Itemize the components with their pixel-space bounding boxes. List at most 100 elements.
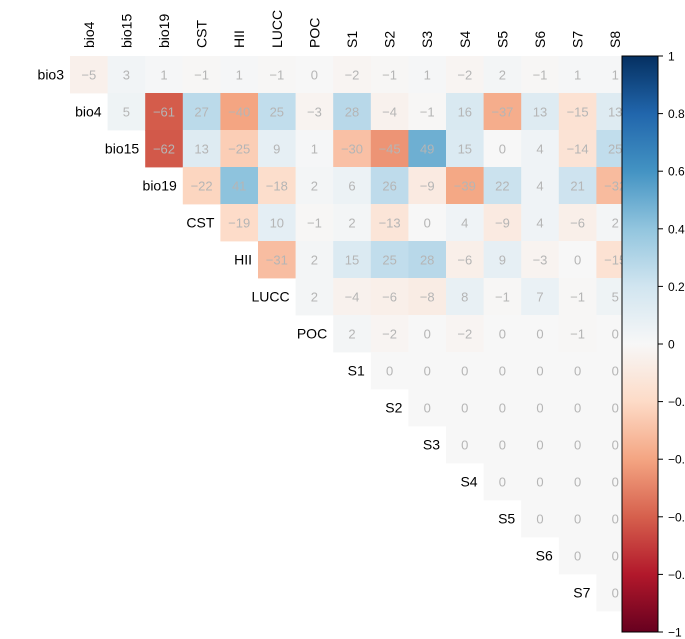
cell-s1-s5: [483, 352, 522, 390]
heatmap-cells: [70, 56, 635, 612]
cell-value-lucc-s5: −1: [495, 290, 510, 305]
cell-value-hii-poc: 2: [311, 253, 318, 268]
cell-s1-s2: [370, 352, 409, 390]
cell-value-hii-s6: −3: [533, 253, 548, 268]
cell-hii-poc: [295, 241, 334, 279]
cell-bio4-bio19: [145, 93, 184, 131]
colorbar-tick-label: 0.6: [668, 165, 685, 179]
cell-bio3-s3: [408, 56, 447, 94]
cell-value-s2-s5: 0: [499, 401, 506, 416]
cell-poc-s6: [521, 315, 560, 353]
cell-value-s2-s7: 0: [574, 401, 581, 416]
row-label-s3: S3: [423, 437, 440, 453]
cell-value-bio19-s8: −32: [604, 179, 626, 194]
cell-s1-s3: [408, 352, 447, 390]
cell-value-cst-s7: −6: [570, 216, 585, 231]
cell-value-bio15-bio19: −62: [153, 142, 175, 157]
colorbar-tick-label: 0.8: [668, 107, 685, 121]
cell-value-lucc-s2: −6: [382, 290, 397, 305]
cell-bio4-s6: [521, 93, 560, 131]
row-label-cst: CST: [186, 215, 214, 231]
cell-value-bio15-s5: 0: [499, 142, 506, 157]
cell-bio3-s1: [333, 56, 372, 94]
cell-value-cst-lucc: 10: [270, 216, 284, 231]
cell-bio15-cst: [182, 130, 221, 168]
cell-value-bio3-poc: 0: [311, 68, 318, 83]
cell-bio15-s1: [333, 130, 372, 168]
cell-value-hii-s4: −6: [457, 253, 472, 268]
cell-value-s6-s7: 0: [574, 549, 581, 564]
cell-bio4-cst: [182, 93, 221, 131]
column-label-s5: S5: [494, 31, 510, 48]
cell-value-s3-s5: 0: [499, 438, 506, 453]
cell-hii-s5: [483, 241, 522, 279]
row-label-bio19: bio19: [143, 178, 177, 194]
cell-lucc-s6: [521, 278, 560, 316]
cell-value-poc-s7: −1: [570, 327, 585, 342]
cell-value-bio3-s2: −1: [382, 68, 397, 83]
cell-bio15-s6: [521, 130, 560, 168]
cell-value-bio19-s2: 26: [382, 179, 396, 194]
cell-value-bio3-cst: −1: [194, 68, 209, 83]
column-label-s2: S2: [382, 31, 398, 48]
cell-bio4-bio15: [107, 93, 146, 131]
column-label-s1: S1: [344, 31, 360, 48]
cell-bio15-s7: [558, 130, 597, 168]
cell-value-s1-s3: 0: [424, 364, 431, 379]
cell-value-s3-s4: 0: [461, 438, 468, 453]
cell-value-s2-s4: 0: [461, 401, 468, 416]
cell-bio15-s5: [483, 130, 522, 168]
cell-value-bio19-s4: −39: [454, 179, 476, 194]
cell-value-hii-s7: 0: [574, 253, 581, 268]
cell-value-hii-s1: 15: [345, 253, 359, 268]
cell-value-bio3-s3: 1: [424, 68, 431, 83]
cell-value-s4-s8: 0: [612, 475, 619, 490]
cell-value-lucc-s1: −4: [345, 290, 360, 305]
cell-value-cst-s2: −13: [379, 216, 401, 231]
column-label-s3: S3: [419, 31, 435, 48]
cell-value-bio4-s6: 13: [533, 105, 547, 120]
cell-bio19-s5: [483, 167, 522, 205]
cell-cst-s6: [521, 204, 560, 242]
column-labels: bio4 bio15 bio19 CST HII LUCC POC S1 S2 S3 S4 S5 S6 S…: [81, 10, 623, 48]
row-label-hii: HII: [234, 252, 252, 268]
cell-poc-s1: [333, 315, 372, 353]
cell-value-bio3-hii: 1: [236, 68, 243, 83]
cell-value-bio19-s6: 4: [536, 179, 543, 194]
cell-bio19-s4: [446, 167, 484, 205]
column-label-bio19: bio19: [156, 14, 172, 48]
cell-bio4-poc: [295, 93, 334, 131]
cell-value-lucc-s6: 7: [536, 290, 543, 305]
cell-value-bio19-s1: 6: [348, 179, 355, 194]
cell-hii-s7: [558, 241, 597, 279]
cell-s4-s6: [521, 463, 560, 501]
cell-value-bio3-s4: −2: [457, 68, 472, 83]
cell-s3-s6: [521, 426, 560, 464]
cell-hii-s6: [521, 241, 560, 279]
cell-value-s1-s4: 0: [461, 364, 468, 379]
cell-bio3-cst: [182, 56, 221, 94]
cell-value-hii-s5: 9: [499, 253, 506, 268]
cell-value-poc-s1: 2: [348, 327, 355, 342]
cell-hii-lucc: [258, 241, 296, 279]
colorbar-gradient: [621, 55, 659, 633]
column-label-s6: S6: [532, 31, 548, 48]
cell-value-bio4-bio15: 5: [123, 105, 130, 120]
cell-value-s4-s7: 0: [574, 475, 581, 490]
cell-lucc-s1: [333, 278, 372, 316]
cell-bio19-s3: [408, 167, 447, 205]
cell-value-bio15-s2: −45: [379, 142, 401, 157]
cell-value-bio15-poc: 1: [311, 142, 318, 157]
row-label-s6: S6: [536, 548, 553, 564]
cell-value-poc-s4: −2: [457, 327, 472, 342]
cell-lucc-s5: [483, 278, 522, 316]
cell-poc-s2: [370, 315, 409, 353]
cell-s1-s4: [446, 352, 484, 390]
colorbar-tick-label: −0.4: [668, 453, 685, 467]
cell-value-poc-s5: 0: [499, 327, 506, 342]
cell-value-bio3-s1: −2: [345, 68, 360, 83]
cell-bio15-poc: [295, 130, 334, 168]
cell-value-bio15-s4: 15: [458, 142, 472, 157]
cell-value-bio4-s4: 16: [458, 105, 472, 120]
